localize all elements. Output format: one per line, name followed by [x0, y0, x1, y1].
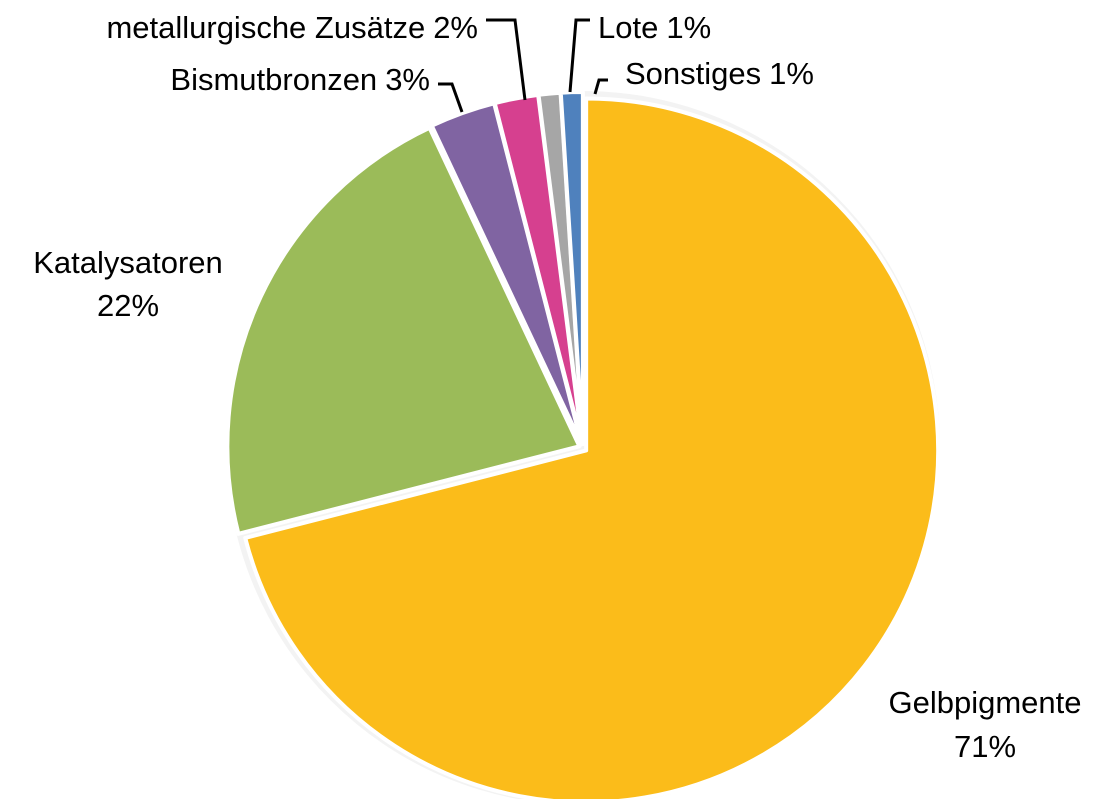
slice-label: Lote 1%: [598, 10, 711, 45]
slice-label: Bismutbronzen 3%: [170, 62, 430, 97]
value-label: 3%: [385, 62, 430, 97]
category: metallurgische Zusätze: [106, 10, 425, 45]
pie-slice: [243, 96, 941, 799]
leader-line: [438, 82, 464, 113]
slice-label: metallurgische Zusätze 2%: [106, 10, 478, 45]
category: Sonstiges: [625, 56, 761, 91]
category: Bismutbronzen: [170, 62, 377, 97]
slice-label: Sonstiges 1%: [625, 56, 814, 91]
value-label: 22%: [97, 288, 159, 323]
slice-label: Katalysatoren: [33, 245, 223, 280]
pie-slice: [225, 125, 582, 536]
value-label: 1%: [769, 56, 814, 91]
value-label: 1%: [666, 10, 711, 45]
leader-line: [568, 18, 590, 93]
value-label: 2%: [433, 10, 478, 45]
leader-line: [486, 18, 527, 101]
category: Lote: [598, 10, 658, 45]
slice-label: Gelbpigmente: [888, 685, 1081, 720]
leader-line: [593, 78, 608, 95]
slices: [225, 90, 941, 799]
value-label: 71%: [954, 729, 1016, 764]
pie-slice: [558, 90, 585, 447]
